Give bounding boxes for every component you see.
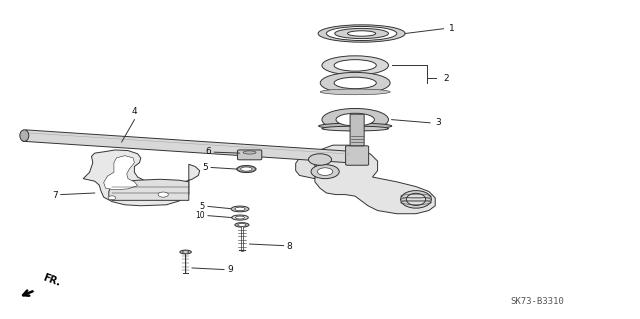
Ellipse shape [348,31,376,36]
Text: 8: 8 [287,242,292,251]
Ellipse shape [322,56,388,75]
Text: 9: 9 [227,265,233,274]
Circle shape [308,154,332,165]
Ellipse shape [334,77,376,89]
Ellipse shape [236,216,244,219]
FancyBboxPatch shape [237,150,262,160]
Text: SK73-B3310: SK73-B3310 [511,297,564,306]
Text: 5: 5 [200,202,205,211]
Polygon shape [296,150,320,179]
Ellipse shape [336,113,374,126]
Text: 7: 7 [52,191,58,200]
Ellipse shape [20,130,29,141]
Ellipse shape [235,207,245,211]
Ellipse shape [335,28,388,39]
Ellipse shape [322,126,388,131]
Text: 6: 6 [205,147,211,156]
Ellipse shape [320,72,390,93]
Ellipse shape [334,60,376,71]
Ellipse shape [232,215,248,220]
FancyBboxPatch shape [346,146,369,165]
Text: 5: 5 [202,163,208,172]
Text: 10: 10 [195,211,205,220]
Ellipse shape [406,193,426,205]
Ellipse shape [243,151,256,154]
Ellipse shape [318,25,405,42]
Text: 4: 4 [132,108,137,116]
Circle shape [317,168,333,175]
Circle shape [158,192,168,197]
Circle shape [311,165,339,179]
Polygon shape [109,179,189,200]
Ellipse shape [180,250,191,254]
Polygon shape [104,156,138,190]
Ellipse shape [320,89,390,95]
Text: FR.: FR. [42,272,62,288]
Polygon shape [83,150,200,206]
Ellipse shape [182,251,189,253]
Ellipse shape [322,108,388,131]
Text: 3: 3 [435,118,441,127]
Circle shape [108,196,116,200]
Ellipse shape [237,166,256,173]
Ellipse shape [401,190,431,208]
Text: 2: 2 [443,74,449,83]
Ellipse shape [231,206,249,212]
Polygon shape [315,145,435,214]
Ellipse shape [241,167,252,171]
Ellipse shape [238,223,246,226]
FancyBboxPatch shape [350,114,364,146]
Polygon shape [23,130,350,163]
Ellipse shape [235,223,249,227]
Ellipse shape [319,123,392,129]
Ellipse shape [326,26,397,41]
Text: 1: 1 [449,24,454,33]
